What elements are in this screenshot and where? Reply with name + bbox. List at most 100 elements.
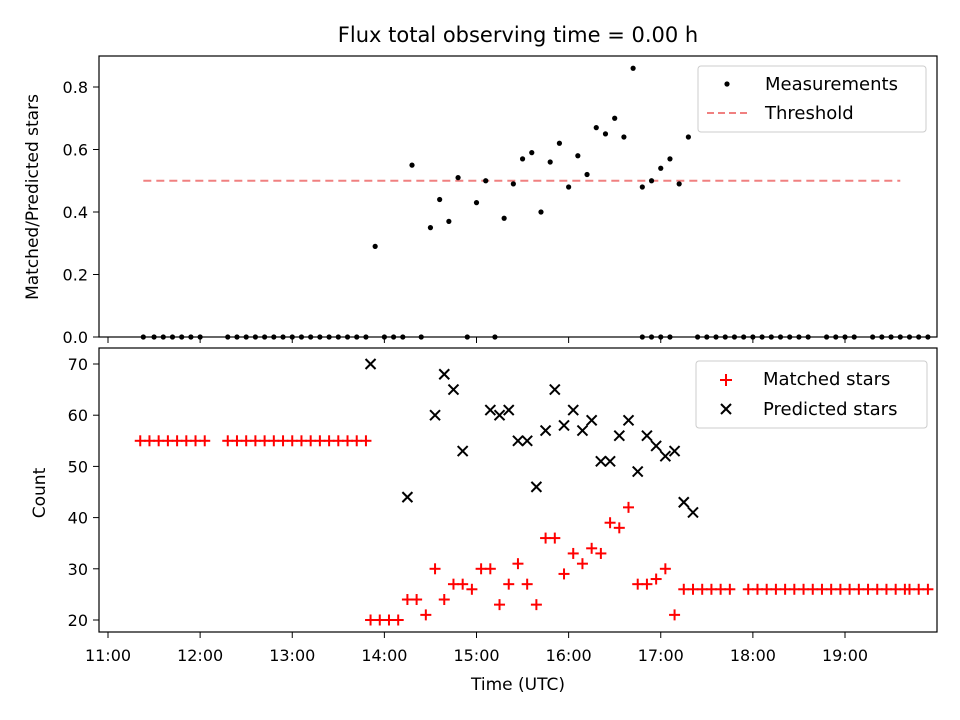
matched-star-marker <box>484 563 496 575</box>
predicted-star-marker <box>613 429 626 442</box>
legend-threshold-label: Threshold <box>764 103 854 124</box>
measurement-point <box>317 334 323 340</box>
predicted-star-marker <box>493 409 506 421</box>
matched-star-marker <box>549 532 561 544</box>
predicted-star-marker <box>622 414 635 427</box>
x-tick-label: 15:00 <box>453 646 499 665</box>
measurement-point <box>823 334 830 340</box>
matched-star-marker <box>715 583 727 595</box>
predicted-star-marker <box>401 491 414 503</box>
matched-star-marker <box>623 501 635 513</box>
measurement-point <box>390 334 397 340</box>
matched-star-marker <box>595 547 607 559</box>
measurement-point <box>326 334 332 340</box>
matched-star-marker <box>567 547 579 559</box>
matched-star-marker <box>761 583 773 595</box>
measurement-point <box>446 218 452 224</box>
matched-star-marker <box>259 435 271 447</box>
matched-star-marker <box>798 583 810 595</box>
matched-star-marker <box>844 583 856 595</box>
measurement-point <box>704 334 710 340</box>
matched-star-marker <box>862 583 874 595</box>
legend-predicted-label: Predicted stars <box>763 399 897 420</box>
matched-star-marker <box>890 583 902 595</box>
predicted-star-marker <box>512 435 524 447</box>
matched-star-marker <box>922 583 934 595</box>
top-y-tick-label: 0.2 <box>63 266 88 285</box>
measurement-point <box>179 334 185 340</box>
legend-matched-label: Matched stars <box>763 369 890 390</box>
x-tick-label: 17:00 <box>638 646 684 665</box>
measurement-point <box>667 334 673 340</box>
measurement-point <box>437 196 443 203</box>
measurement-point <box>308 334 314 340</box>
x-tick-label: 13:00 <box>269 646 315 665</box>
matched-star-marker <box>880 583 892 595</box>
matched-star-marker <box>171 435 183 447</box>
measurement-point <box>731 334 738 340</box>
x-tick-label: 12:00 <box>177 646 223 665</box>
measurement-point <box>833 334 839 340</box>
measurement-point <box>473 200 480 206</box>
measurement-point <box>648 334 655 340</box>
measurement-point <box>584 171 590 178</box>
measurement-point <box>759 334 765 340</box>
measurement-point <box>805 334 811 340</box>
matched-star-marker <box>742 583 754 595</box>
measurement-point <box>685 134 691 140</box>
bottom-y-tick-label: 50 <box>68 457 88 476</box>
matched-star-marker <box>360 435 372 447</box>
matched-star-marker <box>180 435 192 447</box>
bottom-y-ticks: 20 30 40 50 60 70 <box>68 355 99 630</box>
bottom-x-ticks: 11:00 12:00 13:00 14:00 15:00 16:00 17:00 18:00… <box>85 632 868 665</box>
measurement-point <box>870 334 876 340</box>
predicted-star-marker <box>447 383 460 396</box>
matched-stars-layer <box>134 435 934 626</box>
bottom-y-axis-label: Count <box>30 467 50 518</box>
measurement-point <box>851 334 857 340</box>
matched-star-marker <box>705 583 717 595</box>
top-panel: Flux total observing time = 0.00 h 0.00.… <box>23 23 938 347</box>
measurement-point <box>188 334 194 340</box>
measurement-point <box>630 65 636 71</box>
bottom-y-tick-label: 70 <box>68 355 88 374</box>
matched-star-marker <box>530 599 542 611</box>
measurement-point <box>888 334 894 340</box>
predicted-star-marker <box>585 414 598 427</box>
measurement-point <box>575 153 581 159</box>
measurement-point <box>777 334 784 340</box>
measurement-point <box>252 334 258 340</box>
measurement-point <box>344 334 351 340</box>
measurement-point <box>658 165 664 171</box>
measurement-point <box>547 159 553 165</box>
predicted-star-marker <box>530 481 543 493</box>
matched-star-marker <box>365 614 377 626</box>
measurement-point <box>140 334 146 340</box>
predicted-star-marker <box>429 409 441 421</box>
top-plot-frame <box>98 55 938 338</box>
measurement-point <box>280 334 286 340</box>
measurement-point <box>363 334 369 340</box>
matched-star-marker <box>853 583 865 595</box>
matched-star-marker <box>751 583 763 595</box>
matched-star-marker <box>770 583 782 595</box>
x-tick-label: 19:00 <box>822 646 868 665</box>
measurement-point <box>538 209 544 215</box>
matched-star-marker <box>687 583 699 595</box>
matched-star-marker <box>351 435 363 447</box>
matched-star-marker <box>659 563 671 575</box>
matched-star-marker <box>788 583 800 595</box>
top-y-axis-label: Matched/Predicted stars <box>23 94 43 300</box>
matched-star-marker <box>383 614 395 626</box>
x-tick-label: 16:00 <box>546 646 592 665</box>
matched-star-marker <box>586 542 598 554</box>
measurement-point <box>741 334 747 340</box>
measurement-point <box>639 334 645 340</box>
measurement-point <box>713 334 719 340</box>
matched-star-marker <box>401 594 413 606</box>
measurement-point <box>409 162 415 168</box>
matched-star-marker <box>429 563 441 575</box>
matched-star-marker <box>903 583 915 595</box>
matched-star-marker <box>475 563 487 575</box>
matched-star-marker <box>825 583 837 595</box>
